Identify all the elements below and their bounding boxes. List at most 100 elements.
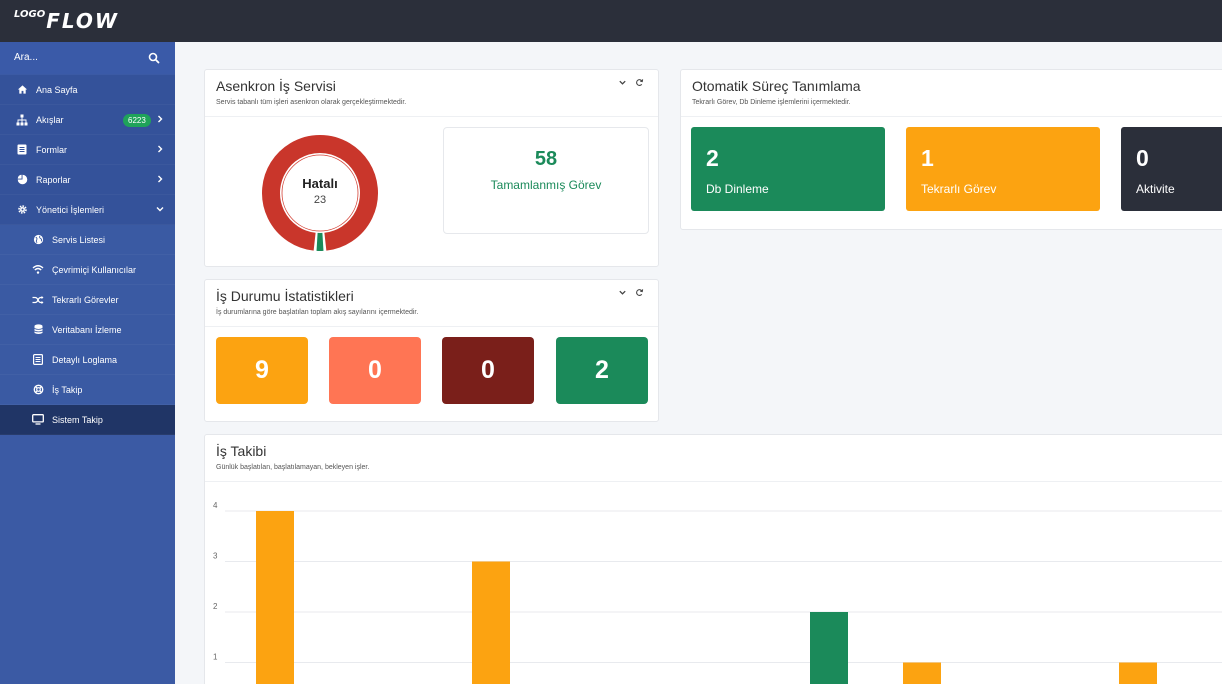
card-divider (205, 326, 658, 327)
completed-tasks-count: 58 (534, 148, 558, 170)
refresh-icon[interactable] (635, 288, 644, 297)
stat-tile-error[interactable]: 0 (442, 337, 534, 404)
job-status-stats-card: İş Durumu İstatistikleri İş durumlarına … (204, 279, 659, 422)
collapse-chevron-icon[interactable] (618, 288, 627, 297)
card-title: Otomatik Süreç Tanımlama (692, 78, 861, 94)
sidebar-item-home[interactable]: Ana Sayfa (0, 75, 175, 105)
top-bar: LOGOFLOW (0, 0, 1222, 42)
card-divider (205, 116, 658, 117)
pie-chart-icon (16, 174, 28, 186)
job-tracking-card: İş Takibi Günlük başlatılan, başlatılama… (204, 434, 1222, 684)
chevron-right-icon (158, 115, 163, 123)
job-tracking-bar-chart: 4 3 2 1 (213, 501, 1222, 684)
y-tick-label: 1 (213, 653, 218, 662)
sidebar-item-forms[interactable]: Formlar (0, 135, 175, 165)
error-donut-chart: Hatalı 23 (262, 135, 378, 251)
y-tick-label: 3 (213, 552, 218, 561)
stat-value: 2 (595, 356, 609, 384)
sidebar-item-service-list[interactable]: Servis Listesi (0, 225, 175, 255)
db-listening-tile[interactable]: 2 Db Dinleme (691, 127, 885, 211)
wifi-icon (32, 264, 44, 276)
async-service-card: Asenkron İş Servisi Servis tabanlı tüm i… (204, 69, 659, 267)
sidebar-item-recurring-tasks[interactable]: Tekrarlı Görevler (0, 285, 175, 315)
sidebar-item-admin[interactable]: Yönetici İşlemleri (0, 195, 175, 225)
life-ring-icon (32, 384, 44, 396)
refresh-icon[interactable] (635, 78, 644, 87)
card-divider (681, 116, 1222, 117)
search-input[interactable]: Ara... (14, 52, 38, 63)
tile-label: Aktivite (1136, 182, 1175, 196)
globe-icon (32, 234, 44, 246)
document-list-icon (32, 354, 44, 366)
search-icon[interactable] (147, 51, 161, 65)
gear-icon (16, 204, 28, 216)
stat-value: 0 (481, 356, 495, 384)
sidebar-nav: Ana Sayfa Akışlar 6223 Formlar Raporlar (0, 75, 175, 435)
recurring-task-tile[interactable]: 1 Tekrarlı Görev (906, 127, 1100, 211)
card-divider (205, 481, 1222, 482)
y-tick-label: 4 (213, 501, 218, 510)
tile-value: 1 (921, 145, 934, 171)
logo-small-text: LOGO (14, 9, 46, 20)
sidebar-item-label: Veritabanı İzleme (52, 324, 122, 335)
sidebar-item-label: Ana Sayfa (36, 84, 78, 95)
card-tools (618, 288, 644, 297)
card-subtitle: Günlük başlatılan, başlatılamayan, bekle… (216, 464, 370, 471)
sidebar-item-online-users[interactable]: Çevrimiçi Kullanıcılar (0, 255, 175, 285)
sidebar-item-label: Servis Listesi (52, 234, 106, 245)
tile-value: 0 (1136, 145, 1149, 171)
stat-value: 0 (368, 356, 382, 384)
stat-value: 9 (255, 356, 269, 384)
chart-bar (810, 612, 848, 684)
stat-tile-failed[interactable]: 0 (329, 337, 421, 404)
sidebar-item-label: Akışlar (36, 114, 64, 125)
sitemap-icon (16, 114, 28, 126)
completed-tasks-box: 58 Tamamlanmış Görev (443, 127, 649, 234)
sidebar-item-system-tracking[interactable]: Sistem Takip (0, 405, 175, 435)
sidebar-item-label: Yönetici İşlemleri (36, 204, 105, 215)
tile-value: 2 (706, 145, 719, 171)
card-title: Asenkron İş Servisi (216, 78, 336, 94)
sidebar-item-label: Formlar (36, 144, 67, 155)
chevron-down-icon (156, 207, 164, 212)
sidebar: Ara... Ana Sayfa Akışlar 6223 Formlar (0, 42, 175, 684)
sidebar-item-db-monitoring[interactable]: Veritabanı İzleme (0, 315, 175, 345)
tile-label: Tekrarlı Görev (921, 182, 997, 196)
sidebar-item-label: Tekrarlı Görevler (52, 294, 119, 305)
home-icon (16, 84, 28, 96)
shuffle-icon (32, 294, 44, 306)
chevron-right-icon (158, 145, 163, 153)
chart-bar (903, 662, 941, 684)
donut-center-value: 23 (314, 194, 326, 206)
activity-tile[interactable]: 0 Aktivite (1121, 127, 1222, 211)
sidebar-item-detailed-logging[interactable]: Detaylı Loglama (0, 345, 175, 375)
database-icon (32, 324, 44, 336)
stat-tile-completed[interactable]: 2 (556, 337, 648, 404)
stat-tile-started[interactable]: 9 (216, 337, 308, 404)
app-logo[interactable]: LOGOFLOW (14, 9, 119, 33)
collapse-chevron-icon[interactable] (618, 78, 627, 87)
donut-center-label: Hatalı (302, 176, 337, 191)
completed-tasks-label: Tamamlanmış Görev (490, 178, 602, 192)
flows-count-badge: 6223 (123, 114, 151, 127)
card-subtitle: İş durumlarına göre başlatılan toplam ak… (216, 309, 419, 316)
sidebar-search[interactable]: Ara... (0, 42, 175, 74)
sidebar-item-flows[interactable]: Akışlar 6223 (0, 105, 175, 135)
sidebar-item-label: İş Takip (52, 384, 83, 395)
sidebar-item-job-tracking[interactable]: İş Takip (0, 375, 175, 405)
sidebar-item-reports[interactable]: Raporlar (0, 165, 175, 195)
monitor-icon (32, 414, 44, 426)
logo-big-text: FLOW (46, 9, 119, 33)
card-subtitle: Tekrarlı Görev, Db Dinleme işlemlerini i… (692, 99, 851, 106)
sidebar-item-label: Sistem Takip (52, 414, 103, 425)
donut-error-slice (262, 135, 378, 251)
form-icon (16, 144, 28, 156)
sidebar-item-label: Detaylı Loglama (52, 354, 118, 365)
sidebar-item-label: Çevrimiçi Kullanıcılar (52, 264, 137, 275)
card-subtitle: Servis tabanlı tüm işleri asenkron olara… (216, 99, 407, 106)
y-tick-label: 2 (213, 602, 218, 611)
auto-process-card: Otomatik Süreç Tanımlama Tekrarlı Görev,… (680, 69, 1222, 230)
card-tools (618, 78, 644, 87)
chart-bar (256, 511, 294, 684)
sidebar-item-label: Raporlar (36, 174, 71, 185)
